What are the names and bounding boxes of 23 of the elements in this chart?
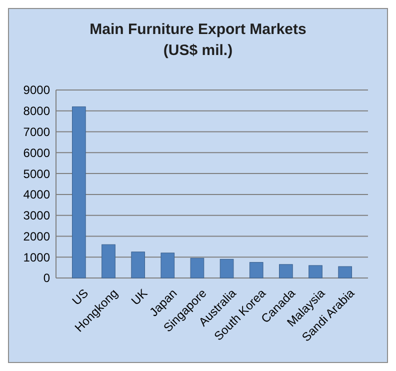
y-tick-label: 1000 (23, 250, 50, 264)
x-tick-label: UK (128, 286, 150, 308)
bar (160, 252, 175, 278)
y-tick-label: 4000 (23, 188, 50, 202)
bar (249, 262, 264, 278)
bar (220, 258, 234, 278)
bar (338, 266, 352, 278)
bar (72, 106, 86, 278)
bar (102, 244, 116, 278)
y-tick-label: 8000 (23, 104, 50, 118)
chart-subtitle: (US$ mil.) (163, 42, 233, 59)
y-tick-label: 2000 (23, 229, 50, 244)
y-tick-label: 5000 (23, 166, 50, 181)
y-tick-label: 6000 (23, 146, 50, 160)
y-tick-label: 3000 (23, 208, 50, 223)
bar (279, 264, 293, 278)
bar (308, 265, 322, 278)
chart-title: Main Furniture Export Markets (90, 21, 306, 38)
bar (131, 252, 145, 278)
bar (190, 258, 204, 278)
y-tick-label: 7000 (23, 124, 50, 139)
y-tick-label: 9000 (23, 83, 50, 98)
y-tick-label: 0 (43, 271, 50, 286)
